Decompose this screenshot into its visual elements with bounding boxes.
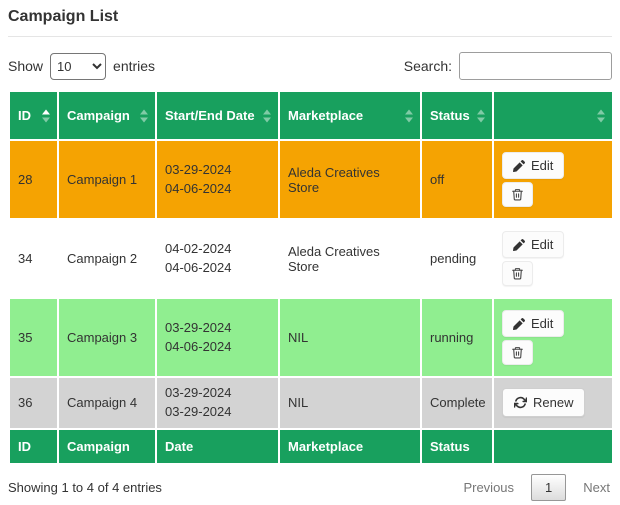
column-header-campaign[interactable]: Campaign: [57, 90, 157, 141]
sort-arrows-icon: [140, 109, 148, 122]
cell-date: 03-29-2024 04-06-2024: [155, 139, 280, 220]
pencil-icon: [513, 238, 525, 251]
delete-button[interactable]: [502, 340, 533, 365]
footer-header-actions: [492, 427, 614, 465]
edit-button[interactable]: Edit: [502, 310, 565, 337]
cell-campaign: Campaign 2: [57, 218, 157, 299]
renew-button[interactable]: Renew: [502, 388, 586, 418]
next-page-button[interactable]: Next: [581, 476, 612, 499]
cell-date: 03-29-2024 04-06-2024: [155, 297, 280, 378]
cell-actions: Edit: [492, 297, 614, 378]
search-label: Search:: [403, 58, 452, 74]
sort-arrows-icon: [42, 109, 50, 122]
page-title: Campaign List: [8, 8, 119, 25]
trash-icon: [511, 188, 524, 201]
footer-header-campaign: Campaign: [57, 427, 157, 465]
cell-campaign: Campaign 4: [57, 376, 157, 430]
sort-arrows-icon: [405, 109, 413, 122]
page-number-button[interactable]: 1: [531, 473, 567, 501]
cell-campaign: Campaign 1: [57, 139, 157, 220]
column-header-marketplace[interactable]: Marketplace: [278, 90, 422, 141]
pagination: Previous 1 Next: [461, 473, 612, 501]
table-row: 28 Campaign 1 03-29-2024 04-06-2024 Aled…: [8, 139, 614, 220]
search-input[interactable]: [459, 52, 612, 80]
cell-marketplace: Aleda Creatives Store: [278, 218, 422, 299]
pencil-icon: [513, 159, 525, 172]
cell-status: pending: [420, 218, 494, 299]
cell-status: Complete: [420, 376, 494, 430]
search-control: Search:: [404, 52, 612, 80]
footer-header-id: ID: [8, 427, 59, 465]
column-header-id[interactable]: ID: [8, 90, 59, 141]
cell-id: 28: [8, 139, 59, 220]
footer-header-date: Date: [155, 427, 280, 465]
sort-arrows-icon: [597, 109, 605, 122]
table-row: 34 Campaign 2 04-02-2024 04-06-2024 Aled…: [8, 218, 614, 299]
footer-header-marketplace: Marketplace: [278, 427, 422, 465]
cell-id: 36: [8, 376, 59, 430]
cell-date: 03-29-2024 03-29-2024: [155, 376, 280, 430]
show-label: Show: [8, 58, 44, 74]
cell-status: off: [420, 139, 494, 220]
trash-icon: [511, 346, 524, 359]
delete-button[interactable]: [502, 182, 533, 207]
pencil-icon: [513, 317, 525, 330]
cell-id: 35: [8, 297, 59, 378]
table-info-bar: Showing 1 to 4 of 4 entries Previous 1 N…: [8, 473, 612, 501]
table-row: 36 Campaign 4 03-29-2024 03-29-2024 NIL …: [8, 376, 614, 430]
table-row: 35 Campaign 3 03-29-2024 04-06-2024 NIL …: [8, 297, 614, 378]
column-header-status[interactable]: Status: [420, 90, 494, 141]
sort-arrows-icon: [477, 109, 485, 122]
entries-select[interactable]: 10: [50, 52, 107, 80]
page-length-control: Show 10 entries: [8, 52, 156, 80]
cell-actions: Renew: [492, 376, 614, 430]
sort-arrows-icon: [263, 109, 271, 122]
previous-page-button[interactable]: Previous: [461, 476, 516, 499]
cell-id: 34: [8, 218, 59, 299]
cell-date: 04-02-2024 04-06-2024: [155, 218, 280, 299]
edit-button[interactable]: Edit: [502, 231, 565, 258]
table-footer-row: ID Campaign Date Marketplace Status: [8, 427, 614, 465]
cell-marketplace: Aleda Creatives Store: [278, 139, 422, 220]
campaign-table: ID Campaign Start/End Date Marketplace S…: [8, 90, 614, 465]
edit-button[interactable]: Edit: [502, 152, 565, 179]
cell-actions: Edit: [492, 218, 614, 299]
footer-header-status: Status: [420, 427, 494, 465]
table-header-row: ID Campaign Start/End Date Marketplace S…: [8, 90, 614, 141]
cell-status: running: [420, 297, 494, 378]
entries-label: entries: [113, 58, 156, 74]
delete-button[interactable]: [502, 261, 533, 286]
column-header-actions[interactable]: [492, 90, 614, 141]
entries-info: Showing 1 to 4 of 4 entries: [8, 479, 162, 495]
cell-campaign: Campaign 3: [57, 297, 157, 378]
cell-marketplace: NIL: [278, 297, 422, 378]
column-header-date[interactable]: Start/End Date: [155, 90, 280, 141]
trash-icon: [511, 267, 524, 280]
table-controls: Show 10 entries Search:: [8, 52, 612, 80]
cell-actions: Edit: [492, 139, 614, 220]
refresh-icon: [514, 396, 527, 409]
cell-marketplace: NIL: [278, 376, 422, 430]
title-divider: [8, 36, 612, 37]
